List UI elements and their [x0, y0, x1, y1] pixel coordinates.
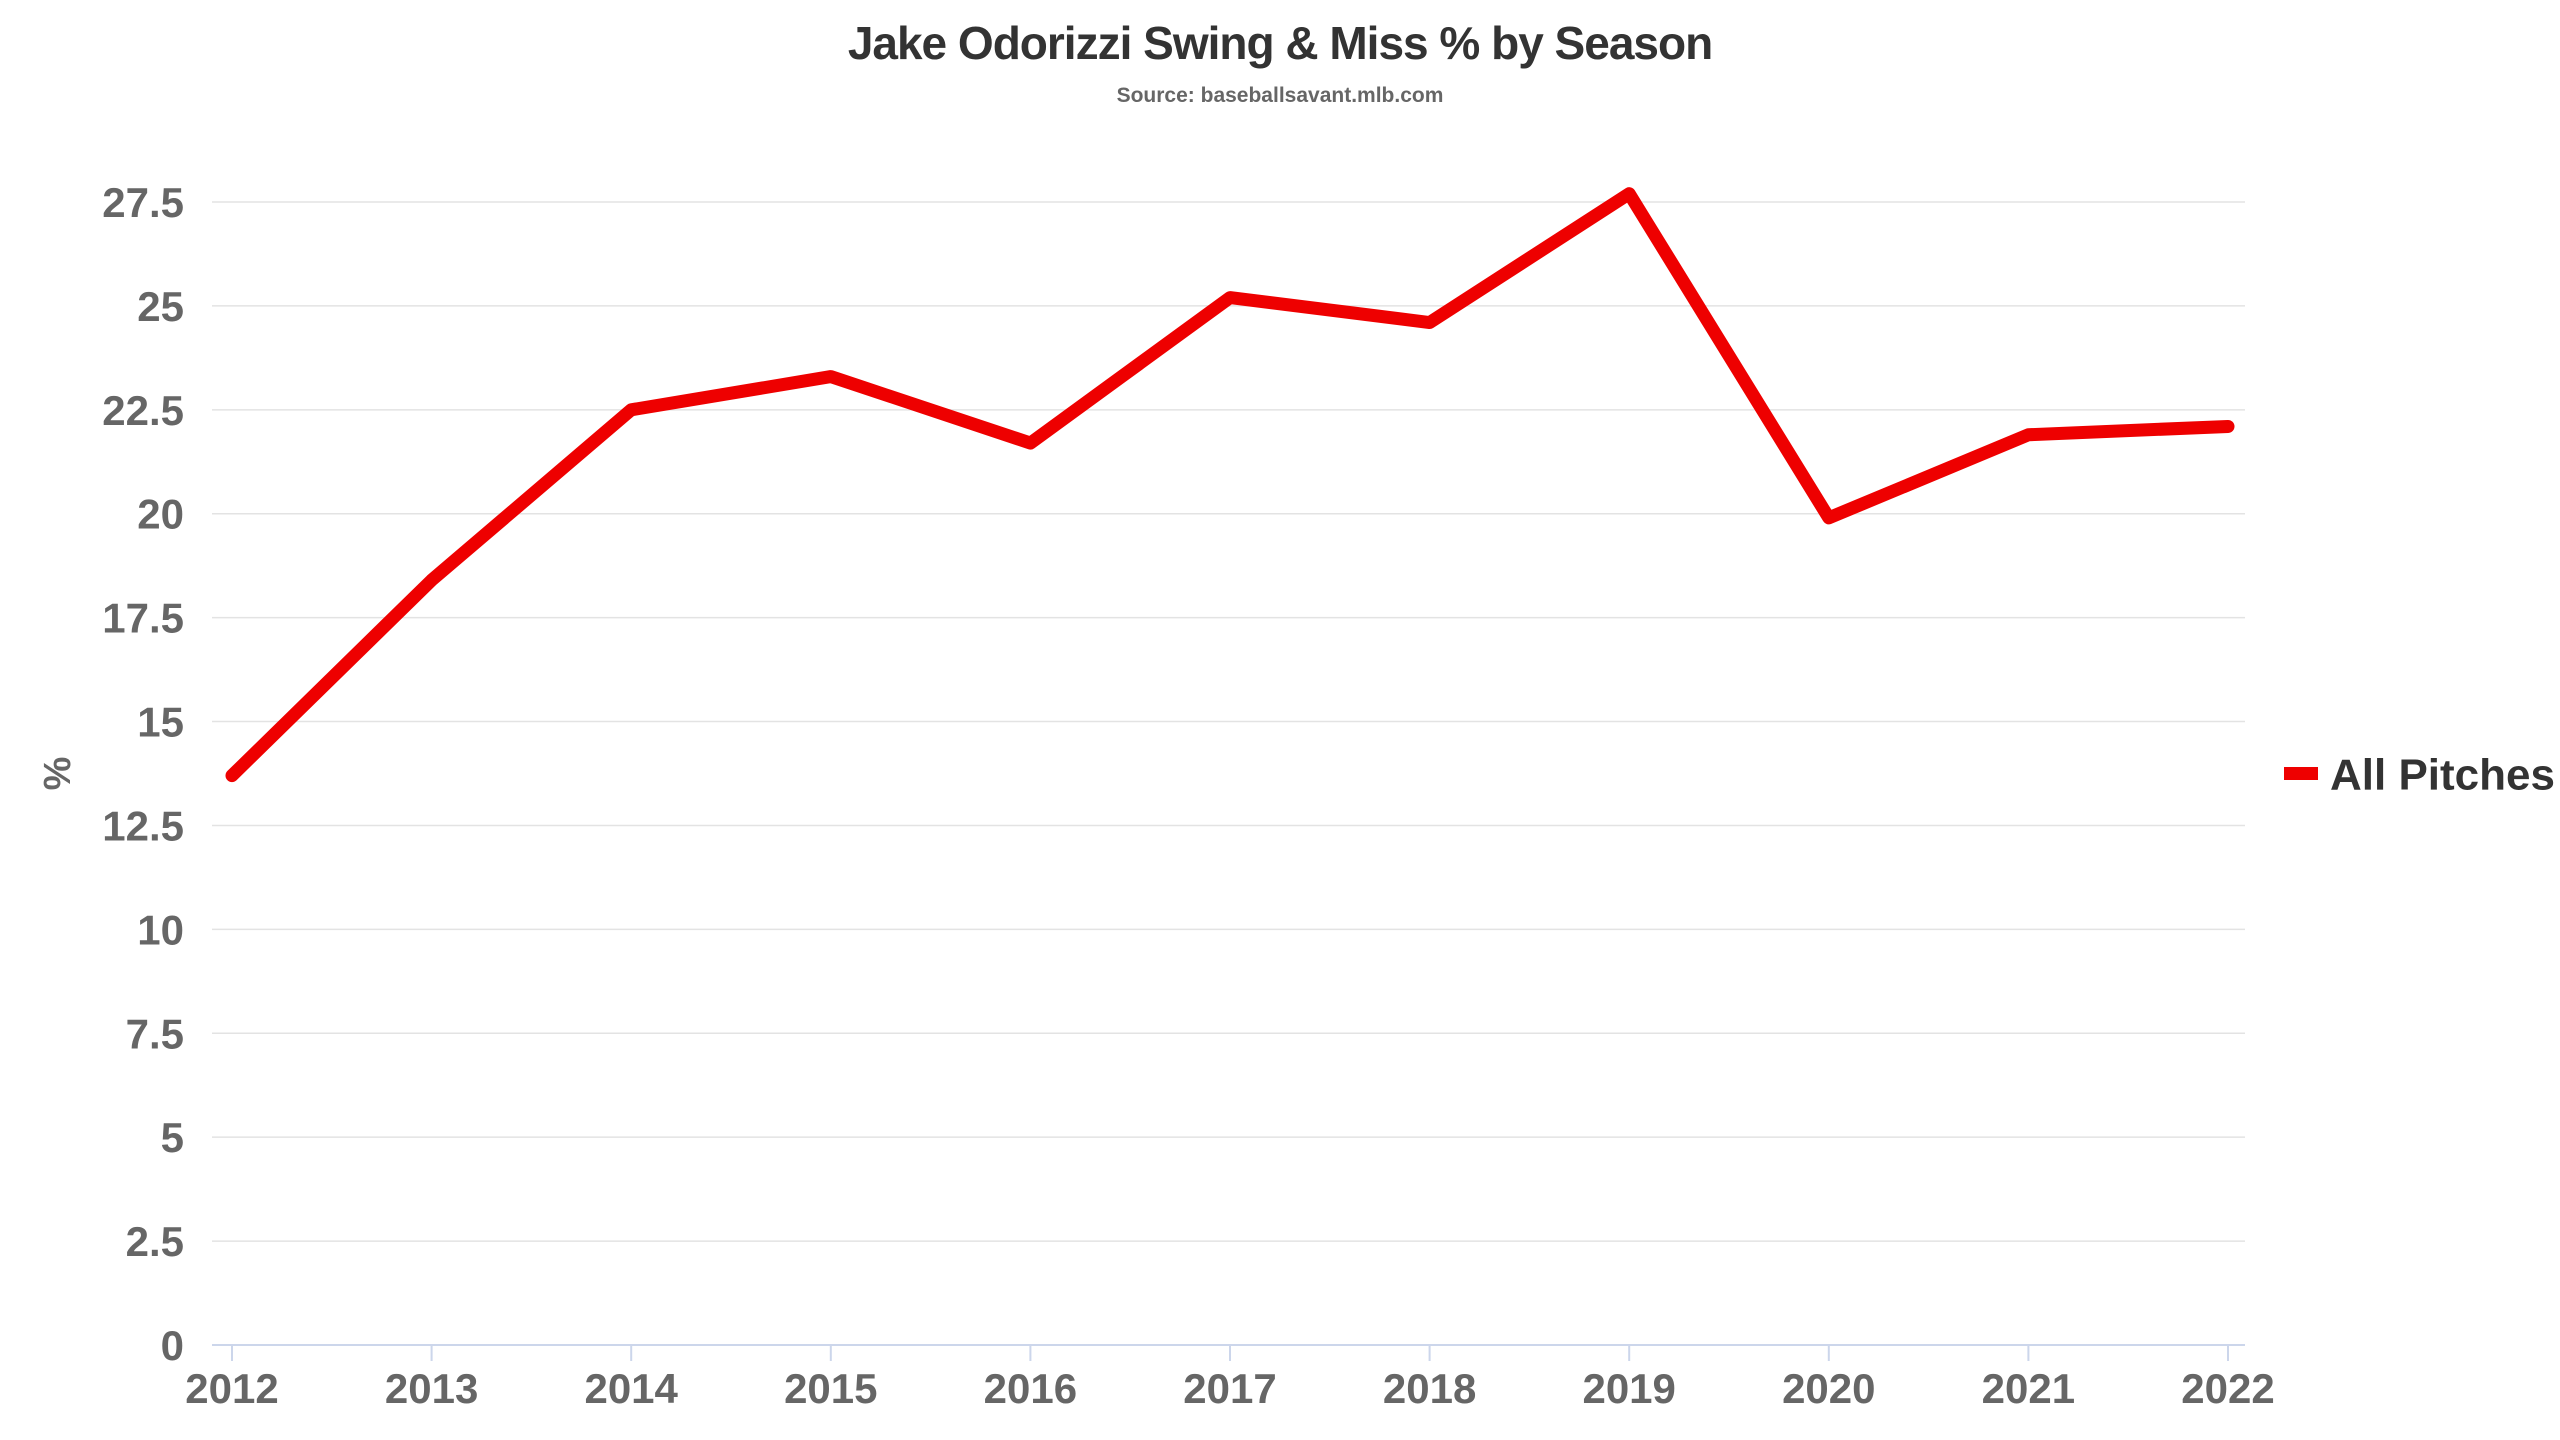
- data-point: [628, 406, 635, 413]
- data-point: [1426, 319, 1433, 326]
- y-axis-title: %: [37, 757, 79, 791]
- data-point: [428, 577, 435, 584]
- y-tick-label: 7.5: [126, 1010, 184, 1057]
- legend: All Pitches: [2284, 751, 2555, 800]
- y-tick-label: 20: [137, 491, 184, 538]
- x-tick-label: 2012: [185, 1365, 278, 1412]
- x-tick-label: 2015: [784, 1365, 877, 1412]
- grid-lines: [212, 201, 2245, 1242]
- x-tick-label: 2014: [584, 1365, 678, 1412]
- y-tick-label: 27.5: [102, 179, 184, 226]
- chart-title: Jake Odorizzi Swing & Miss % by Season: [847, 17, 1713, 69]
- x-tick-label: 2013: [385, 1365, 478, 1412]
- y-tick-label: 22.5: [102, 387, 184, 434]
- x-tick-label: 2018: [1383, 1365, 1476, 1412]
- y-tick-label: 12.5: [102, 802, 184, 849]
- y-tick-label: 15: [137, 699, 184, 746]
- x-tick-label: 2021: [1982, 1365, 2075, 1412]
- data-point: [1626, 190, 1633, 197]
- y-tick-label: 5: [161, 1114, 184, 1161]
- x-tick-label: 2017: [1183, 1365, 1276, 1412]
- y-tick-label: 0: [161, 1322, 184, 1369]
- data-point: [229, 772, 235, 779]
- axes: 0 2.5 5 7.5 10 12.5 15 17.5 20 22.5 25 27.5 2012 2013…: [37, 179, 2275, 1412]
- y-tick-label: 25: [137, 283, 184, 330]
- data-point: [2225, 423, 2231, 430]
- y-tick-label: 17.5: [102, 595, 184, 642]
- series-lines: [225, 187, 2235, 783]
- data-point: [827, 373, 834, 380]
- data-point: [1027, 440, 1034, 447]
- x-tick-label: 2016: [984, 1365, 1077, 1412]
- legend-label[interactable]: All Pitches: [2330, 751, 2555, 800]
- y-tick-label: 10: [137, 906, 184, 953]
- x-tick-label: 2022: [2181, 1365, 2274, 1412]
- data-point: [1227, 294, 1233, 301]
- y-tick-label: 2.5: [126, 1218, 184, 1265]
- data-point: [1825, 514, 1832, 521]
- x-tick-label: 2020: [1782, 1365, 1875, 1412]
- x-tick-label: 2019: [1582, 1365, 1675, 1412]
- series-line: [225, 187, 2235, 783]
- chart-subtitle: Source: baseballsavant.mlb.com: [1116, 84, 1444, 107]
- data-point: [2025, 431, 2032, 438]
